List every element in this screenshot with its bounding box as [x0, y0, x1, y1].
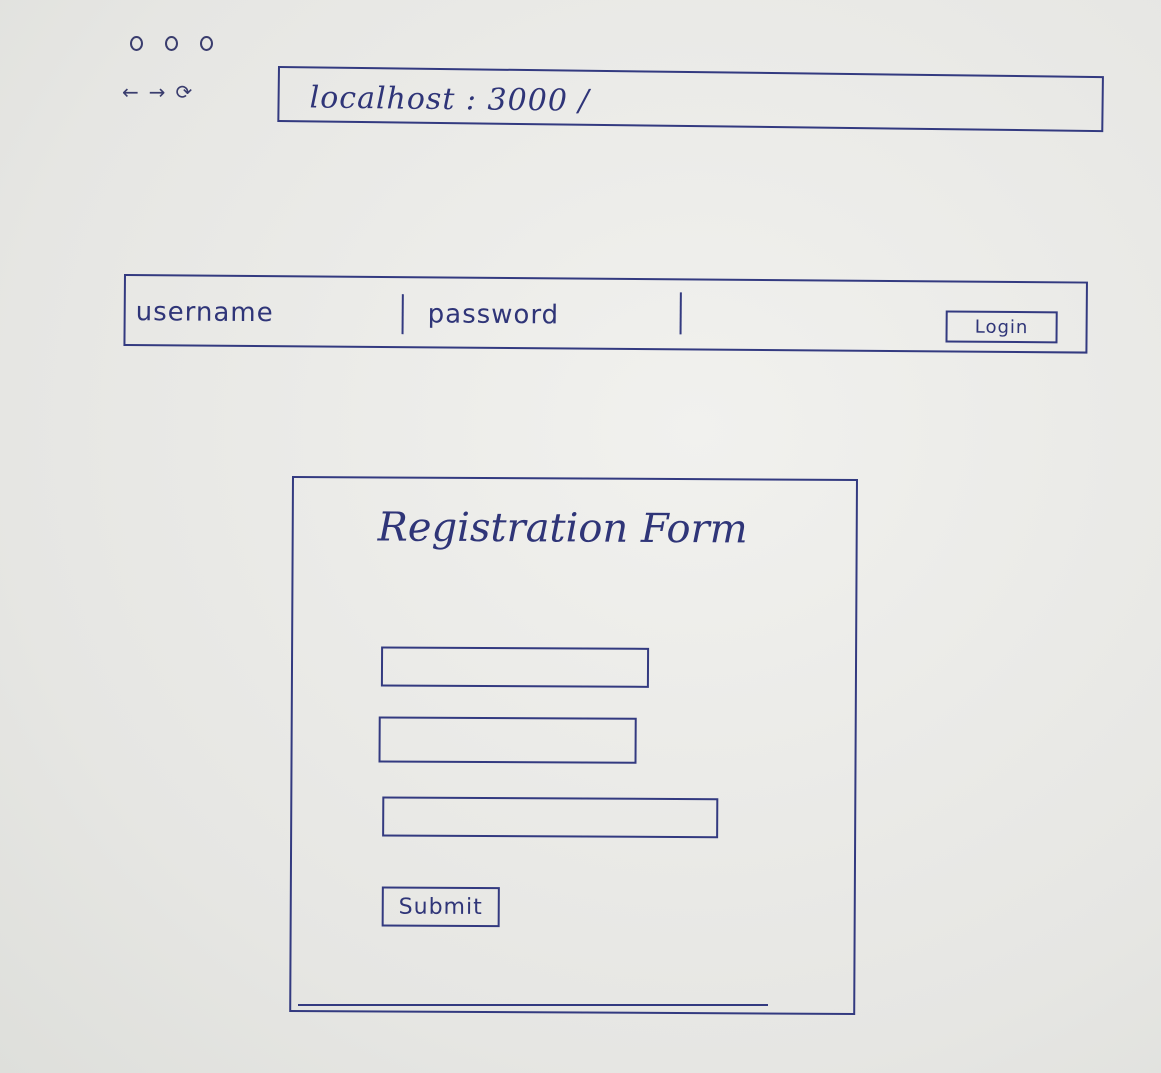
registration-input-2[interactable] [378, 716, 637, 764]
address-text: localhost : 3000 / [309, 80, 590, 119]
login-button[interactable]: Login [945, 310, 1058, 344]
maximize-window-icon[interactable] [200, 36, 213, 51]
address-bar[interactable]: localhost : 3000 / [277, 66, 1104, 133]
password-field-end-divider [679, 292, 682, 335]
registration-input-3[interactable] [382, 796, 719, 839]
back-arrow-icon[interactable]: ← [122, 80, 139, 104]
username-field[interactable]: username [136, 292, 398, 334]
reload-icon[interactable]: ⟳ [175, 80, 193, 104]
browser-nav: ← → ⟳ [122, 82, 192, 102]
forward-arrow-icon[interactable]: → [148, 80, 166, 104]
password-label: password [427, 299, 560, 331]
close-window-icon[interactable] [130, 36, 143, 51]
login-bar: username password Login [123, 274, 1088, 354]
registration-title: Registration Form [377, 504, 748, 553]
minimize-window-icon[interactable] [165, 36, 178, 51]
username-label: username [135, 297, 274, 329]
card-bottom-stroke [298, 1004, 768, 1006]
submit-button[interactable]: Submit [381, 886, 500, 928]
registration-form: Registration Form Submit [289, 476, 858, 1015]
password-field[interactable]: password [401, 294, 672, 337]
window-controls [130, 36, 213, 51]
registration-input-1[interactable] [380, 646, 650, 688]
